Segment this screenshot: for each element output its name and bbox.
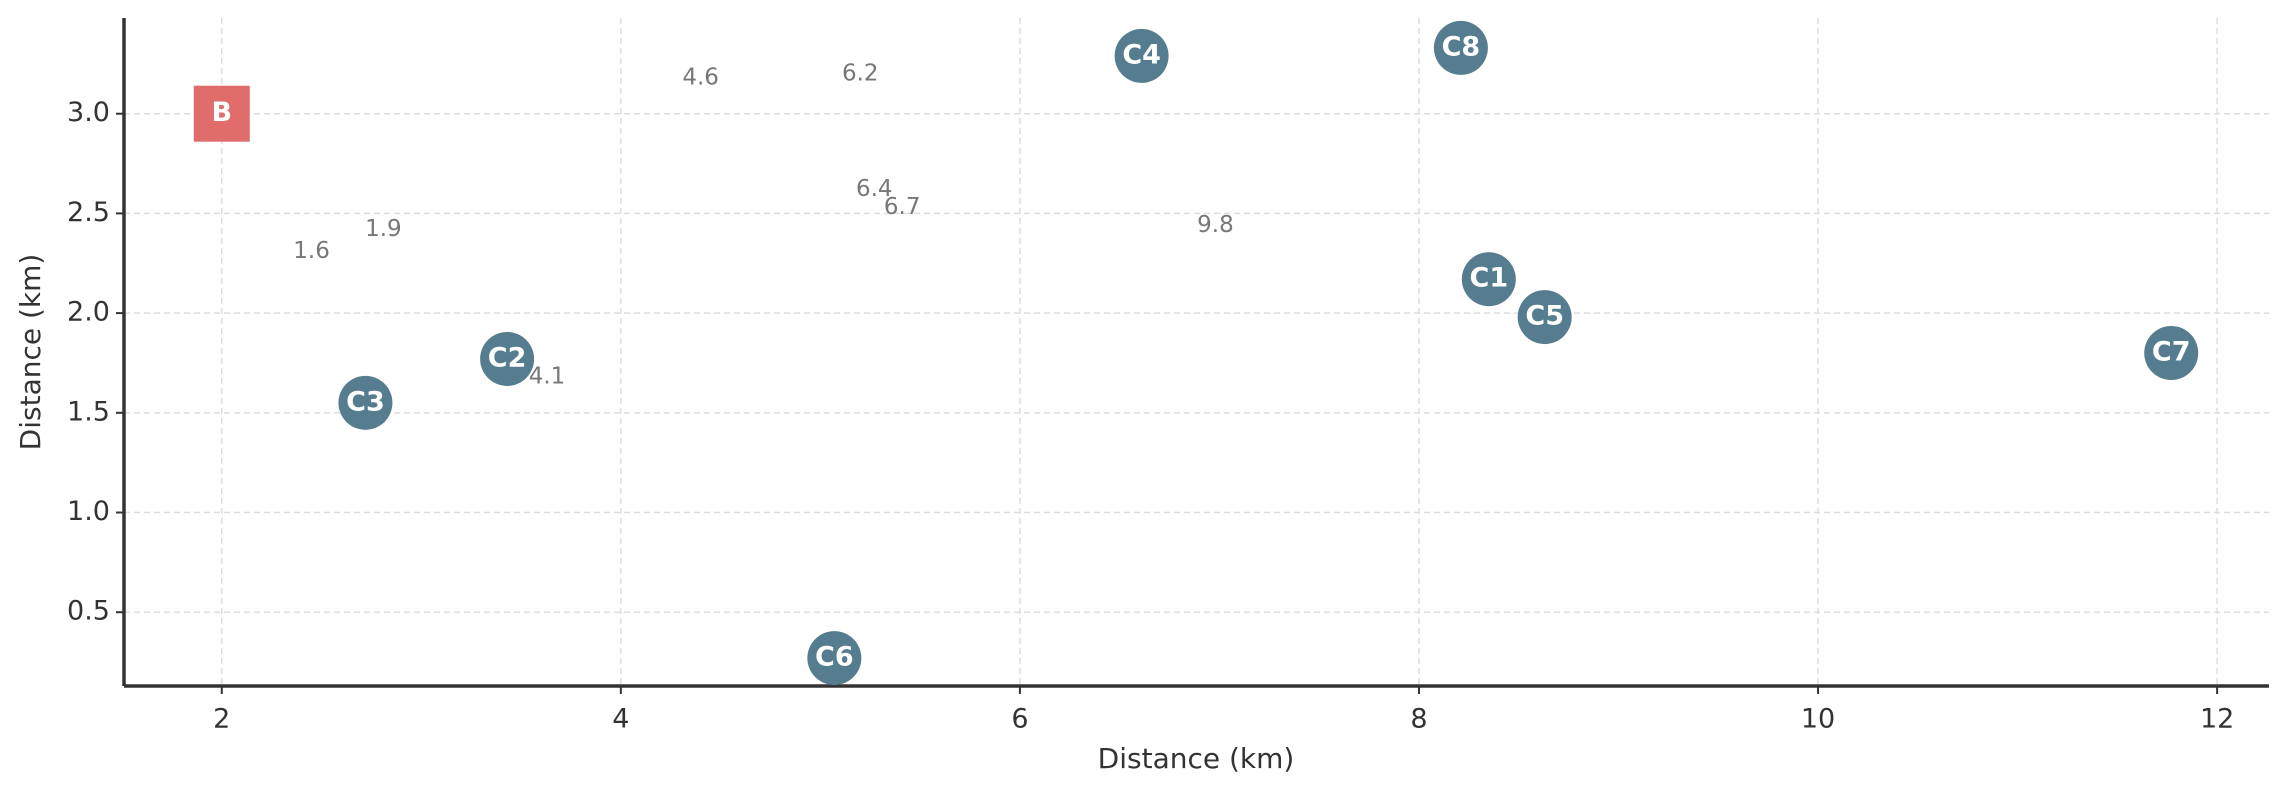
x-tick-label: 12 <box>2200 704 2234 735</box>
customer-marker <box>1114 28 1169 83</box>
x-tick-label: 4 <box>612 704 629 735</box>
customer-marker <box>2144 325 2199 380</box>
y-tick-label: 1.0 <box>67 496 110 527</box>
customer-marker <box>807 631 862 686</box>
point-label: C4 <box>1122 39 1161 70</box>
y-tick-label: 1.5 <box>67 396 110 427</box>
x-tick-label: 6 <box>1011 704 1028 735</box>
y-tick-label: 2.0 <box>67 297 110 328</box>
y-tick-label: 3.0 <box>67 97 110 128</box>
customer-marker <box>1461 252 1516 307</box>
customer-marker <box>1517 290 1572 345</box>
distance-label: 1.6 <box>293 238 330 264</box>
point-label: C3 <box>346 386 385 417</box>
distance-label: 6.4 <box>856 176 893 202</box>
point-label: B <box>211 97 232 128</box>
x-tick-label: 2 <box>213 704 230 735</box>
distance-label: 4.6 <box>682 64 719 90</box>
y-tick-label: 0.5 <box>67 596 110 627</box>
point-label: C8 <box>1442 31 1481 62</box>
distance-label: 1.9 <box>365 216 402 242</box>
distance-label: 9.8 <box>1197 212 1234 238</box>
distance-label: 4.1 <box>529 363 566 389</box>
point-label: C7 <box>2152 336 2191 367</box>
point-label: C1 <box>1470 263 1509 294</box>
customer-marker <box>338 375 393 430</box>
point-label: C5 <box>1525 301 1564 332</box>
depot-marker <box>193 85 250 142</box>
distance-label: 6.2 <box>842 60 879 86</box>
distance-label: 6.7 <box>884 194 921 220</box>
point-label: C2 <box>488 342 527 373</box>
point-label: C6 <box>815 642 854 673</box>
x-axis-label: Distance (km) <box>1098 742 1295 775</box>
customer-marker <box>1433 20 1488 75</box>
x-tick-label: 8 <box>1410 704 1427 735</box>
x-tick-label: 10 <box>1801 704 1835 735</box>
customer-marker <box>480 331 535 386</box>
y-tick-label: 2.5 <box>67 197 110 228</box>
y-axis-label: Distance (km) <box>14 254 47 451</box>
